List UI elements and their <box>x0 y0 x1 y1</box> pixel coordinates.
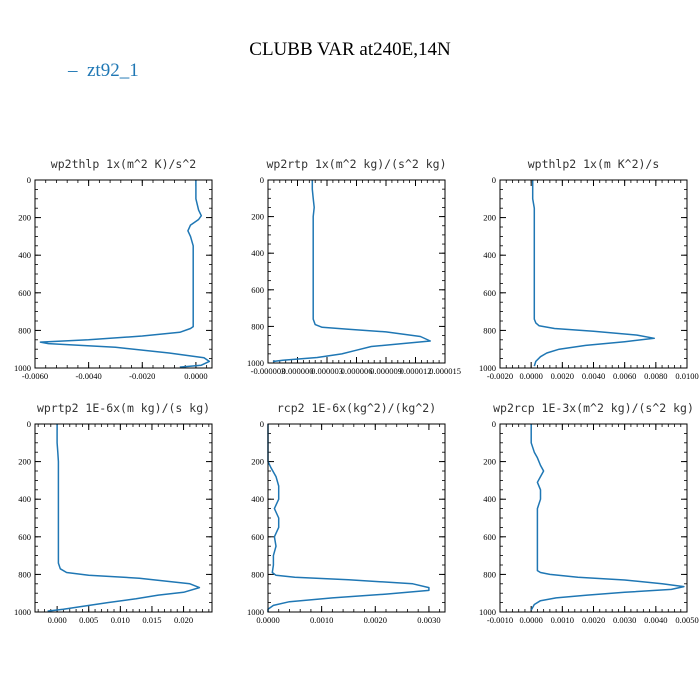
panel-wp2thlp: wp2thlp 1x(m^2 K)/s^2 -0.0060 -0.0040 -0.00… <box>14 157 213 381</box>
plot-frame <box>34 179 213 369</box>
x-tick-label: 0.020 <box>174 615 193 625</box>
panel-title: wpthlp2 1x(m K^2)/s <box>528 157 660 171</box>
y-tick-label: 400 <box>483 250 496 260</box>
x-tick-label: 0.000009 <box>370 366 402 376</box>
y-tick-label: 200 <box>18 457 31 467</box>
y-tick-label: 1000 <box>479 363 496 373</box>
x-tick-label: 0.0060 <box>613 371 636 381</box>
y-tick-label: 0 <box>260 419 264 429</box>
y-tick-label: 0 <box>27 419 31 429</box>
panel-wprtp2: wprtp2 1E-6x(m kg)/(s kg) 0.000 0.005 0.010… <box>14 401 213 625</box>
y-tick-label: 600 <box>483 288 496 298</box>
series-line <box>272 180 432 363</box>
y-tick-label: 0 <box>260 175 264 185</box>
y-tick-label: 800 <box>251 569 264 579</box>
x-tick-label: 0.000000 <box>282 366 314 376</box>
series-line <box>530 424 685 611</box>
x-tick-label: 0.000 <box>48 615 67 625</box>
x-tick-label: -0.000003 <box>251 366 286 376</box>
y-tick-label: 0 <box>492 175 496 185</box>
plot-frame <box>499 423 688 613</box>
y-tick-label: 200 <box>483 213 496 223</box>
y-tick-label: 800 <box>483 569 496 579</box>
y-tick-label: 400 <box>483 494 496 504</box>
x-tick-label: 0.000015 <box>429 366 461 376</box>
x-tick-label: -0.0040 <box>76 371 102 381</box>
x-tick-label: -0.0020 <box>129 371 155 381</box>
y-tick-label: 800 <box>251 321 264 331</box>
y-tick-label: 400 <box>18 250 31 260</box>
figure-title: CLUBB VAR at240E,14N <box>249 39 451 60</box>
series-line <box>531 180 656 367</box>
y-tick-label: 800 <box>18 325 31 335</box>
x-tick-label: 0.0100 <box>675 371 698 381</box>
x-tick-label: 0.000012 <box>400 366 432 376</box>
y-tick-label: 600 <box>251 532 264 542</box>
x-tick-label: 0.0030 <box>613 615 636 625</box>
x-tick-label: 0.000003 <box>311 366 343 376</box>
x-tick-label: 0.010 <box>111 615 130 625</box>
legend-line-symbol: – <box>67 60 78 81</box>
plot-frame <box>34 423 213 613</box>
series-line <box>267 424 430 612</box>
x-tick-label: 0.0030 <box>417 615 440 625</box>
x-tick-label: 0.015 <box>142 615 161 625</box>
x-tick-label: 0.0000 <box>519 371 542 381</box>
y-tick-label: 400 <box>251 494 264 504</box>
panel-rcp2: rcp2 1E-6x(kg^2)/(kg^2) 0.0000 0.0010 0.002… <box>247 401 446 625</box>
y-tick-label: 400 <box>18 494 31 504</box>
panel-title: wp2rtp 1x(m^2 kg)/(s^2 kg) <box>266 157 446 171</box>
x-tick-label: 0.0000 <box>256 615 279 625</box>
x-tick-label: 0.0000 <box>519 615 542 625</box>
x-tick-label: 0.0000 <box>184 371 207 381</box>
panel-wp2rtp: wp2rtp 1x(m^2 kg)/(s^2 kg)-0.0000030.000… <box>247 157 461 376</box>
y-tick-label: 200 <box>18 213 31 223</box>
y-tick-label: 200 <box>483 457 496 467</box>
x-tick-label: 0.0010 <box>551 615 574 625</box>
y-tick-label: 1000 <box>14 607 31 617</box>
panel-wp2rcp: wp2rcp 1E-3x(m^2 kg)/(s^2 kg) -0.0010 0.00… <box>479 401 699 625</box>
x-tick-label: 0.0020 <box>364 615 387 625</box>
y-tick-label: 200 <box>251 457 264 467</box>
y-tick-label: 400 <box>251 248 264 258</box>
x-tick-label: -0.0010 <box>487 615 513 625</box>
x-tick-label: 0.005 <box>79 615 98 625</box>
y-tick-label: 800 <box>18 569 31 579</box>
y-tick-label: 1000 <box>14 363 31 373</box>
panel-wpthlp2: wpthlp2 1x(m K^2)/s -0.0020 0.0000 0.0020 0.… <box>479 157 699 381</box>
y-tick-label: 800 <box>483 325 496 335</box>
x-tick-label: -0.0020 <box>487 371 513 381</box>
x-tick-label: -0.0060 <box>22 371 48 381</box>
y-tick-label: 600 <box>483 532 496 542</box>
y-tick-label: 0 <box>492 419 496 429</box>
series-line <box>39 180 211 368</box>
plot-frame <box>267 179 446 364</box>
y-tick-label: 200 <box>251 212 264 222</box>
x-tick-label: 0.0050 <box>675 615 698 625</box>
x-tick-label: 0.0020 <box>551 371 574 381</box>
panel-title: rcp2 1E-6x(kg^2)/(kg^2) <box>277 401 436 415</box>
x-tick-label: 0.0010 <box>310 615 333 625</box>
y-tick-label: 600 <box>251 285 264 295</box>
y-tick-label: 600 <box>18 532 31 542</box>
y-tick-label: 1000 <box>247 607 264 617</box>
plot-frame <box>499 179 688 369</box>
x-tick-label: 0.000006 <box>341 366 373 376</box>
y-tick-label: 1000 <box>479 607 496 617</box>
series-line <box>47 424 201 612</box>
panel-title: wprtp2 1E-6x(m kg)/(s kg) <box>37 401 210 415</box>
figure-legend: – zt92_1 <box>67 60 139 81</box>
panel-title: wp2rcp 1E-3x(m^2 kg)/(s^2 kg) <box>493 401 694 415</box>
panel-title: wp2thlp 1x(m^2 K)/s^2 <box>51 157 196 171</box>
y-tick-label: 0 <box>27 175 31 185</box>
x-tick-label: 0.0020 <box>582 615 605 625</box>
y-tick-label: 1000 <box>247 358 264 368</box>
x-tick-label: 0.0040 <box>644 615 667 625</box>
x-tick-label: 0.0080 <box>644 371 667 381</box>
plot-frame <box>267 423 446 613</box>
legend-label: zt92_1 <box>87 60 139 81</box>
x-tick-label: 0.0040 <box>582 371 605 381</box>
y-tick-label: 600 <box>18 288 31 298</box>
